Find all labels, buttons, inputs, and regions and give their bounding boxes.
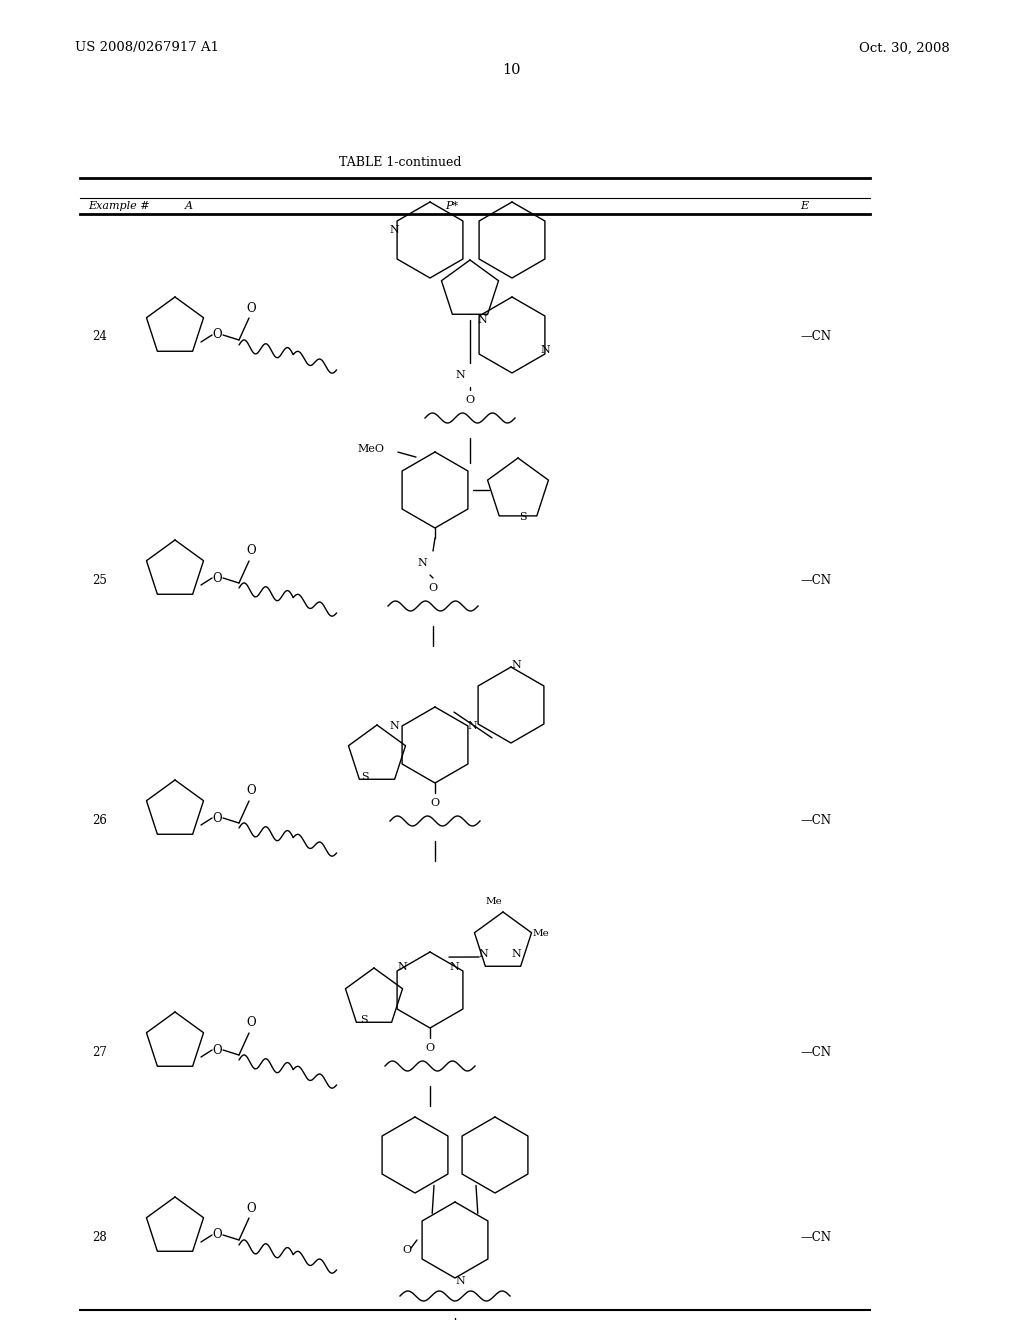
Text: O: O	[466, 395, 474, 405]
Text: Oct. 30, 2008: Oct. 30, 2008	[859, 41, 950, 54]
Text: O: O	[212, 572, 222, 585]
Text: N: N	[478, 949, 487, 960]
Text: —CN: —CN	[800, 573, 831, 586]
Text: 24: 24	[92, 330, 106, 343]
Text: 27: 27	[92, 1045, 106, 1059]
Text: O: O	[246, 301, 256, 314]
Text: P*: P*	[445, 201, 458, 211]
Text: N: N	[512, 949, 521, 960]
Text: O: O	[246, 1016, 256, 1030]
Text: S: S	[360, 1015, 368, 1026]
Text: S: S	[519, 512, 526, 521]
Text: N: N	[417, 558, 427, 568]
Text: N: N	[397, 962, 408, 973]
Text: N: N	[389, 721, 399, 731]
Text: N: N	[389, 224, 399, 235]
Text: Example #: Example #	[88, 201, 150, 211]
Text: TABLE 1-continued: TABLE 1-continued	[339, 156, 461, 169]
Text: 10: 10	[503, 63, 521, 77]
Text: N: N	[450, 962, 460, 973]
Text: A: A	[185, 201, 193, 211]
Text: O: O	[430, 799, 439, 808]
Text: —CN: —CN	[800, 1232, 831, 1243]
Text: 26: 26	[92, 813, 106, 826]
Text: E: E	[800, 201, 808, 211]
Text: N: N	[477, 315, 486, 325]
Text: Me: Me	[485, 898, 503, 907]
Text: 25: 25	[92, 573, 106, 586]
Text: 28: 28	[92, 1232, 106, 1243]
Text: N: N	[467, 721, 477, 731]
Text: O: O	[212, 812, 222, 825]
Text: —CN: —CN	[800, 813, 831, 826]
Text: O: O	[402, 1245, 412, 1255]
Text: N: N	[455, 370, 465, 380]
Text: O: O	[246, 544, 256, 557]
Text: O: O	[212, 1044, 222, 1056]
Text: Me: Me	[532, 928, 549, 937]
Text: US 2008/0267917 A1: US 2008/0267917 A1	[75, 41, 219, 54]
Text: O: O	[246, 784, 256, 797]
Text: O: O	[246, 1201, 256, 1214]
Text: —CN: —CN	[800, 1045, 831, 1059]
Text: S: S	[361, 772, 369, 781]
Text: O: O	[425, 1043, 434, 1053]
Text: O: O	[428, 583, 437, 593]
Text: N: N	[540, 345, 550, 355]
Text: N: N	[455, 1276, 465, 1286]
Text: MeO: MeO	[357, 444, 384, 454]
Text: O: O	[212, 329, 222, 342]
Text: N: N	[511, 660, 521, 671]
Text: —CN: —CN	[800, 330, 831, 343]
Text: O: O	[212, 1229, 222, 1242]
